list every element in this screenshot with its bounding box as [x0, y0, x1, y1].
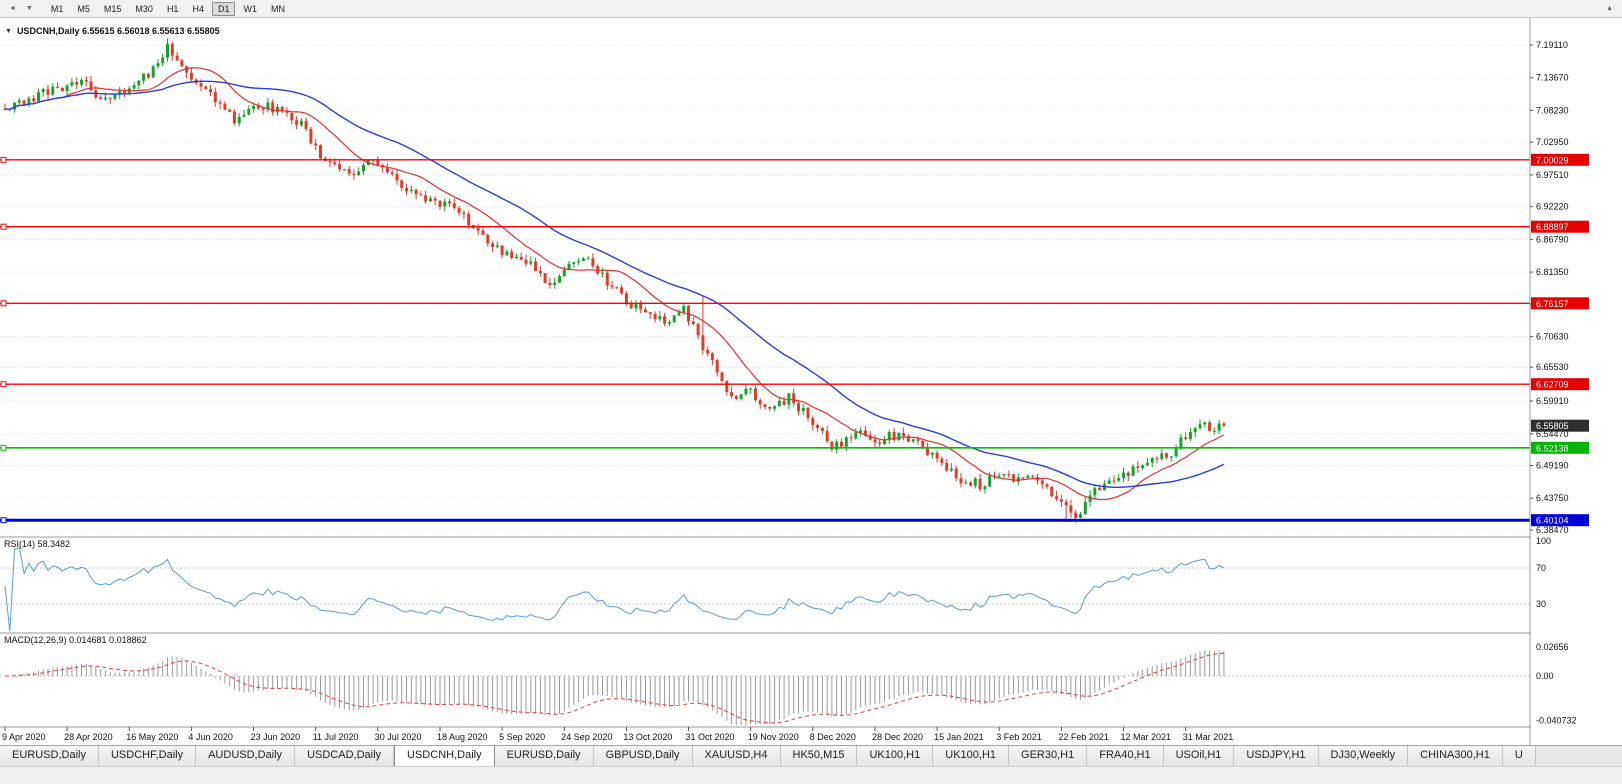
- date-axis[interactable]: 9 Apr 2020 28 Apr 2020 16 May 2020 4 Jun 20…: [2, 727, 1233, 742]
- chart-tab-eurusd-daily[interactable]: EURUSD,Daily: [494, 746, 594, 766]
- svg-text:6.62709: 6.62709: [1536, 380, 1569, 390]
- svg-text:6.70630: 6.70630: [1536, 332, 1569, 342]
- svg-text:100: 100: [1536, 536, 1551, 546]
- svg-text:6.55805: 6.55805: [1536, 421, 1569, 431]
- svg-text:6.86790: 6.86790: [1536, 234, 1569, 244]
- svg-text:6.43750: 6.43750: [1536, 493, 1569, 503]
- svg-text:9 Apr 2020: 9 Apr 2020: [2, 732, 46, 742]
- chart-tab-usdchf-daily[interactable]: USDCHF,Daily: [98, 746, 197, 766]
- svg-text:6.81350: 6.81350: [1536, 267, 1569, 277]
- chart-tab-china300-h1[interactable]: CHINA300,H1: [1408, 746, 1503, 766]
- svg-text:6.59910: 6.59910: [1536, 396, 1569, 406]
- svg-text:11 Jul 2020: 11 Jul 2020: [313, 732, 359, 742]
- svg-text:30 Jul 2020: 30 Jul 2020: [375, 732, 422, 742]
- svg-text:5 Sep 2020: 5 Sep 2020: [499, 732, 545, 742]
- rsi-panel: [0, 546, 1530, 632]
- svg-text:7.02950: 7.02950: [1536, 137, 1569, 147]
- timeframe-button-m15[interactable]: M15: [103, 3, 122, 14]
- chart-scroll-left-icon[interactable]: ◄: [9, 5, 16, 12]
- svg-text:30: 30: [1536, 599, 1546, 609]
- price-axis[interactable]: 7.19110 7.13670 7.08230 7.02950 6.97510 6.922…: [1529, 18, 1622, 745]
- svg-text:12 Mar 2021: 12 Mar 2021: [1121, 732, 1172, 742]
- svg-text:23 Jun 2020: 23 Jun 2020: [251, 732, 301, 742]
- svg-text:7.08230: 7.08230: [1536, 105, 1569, 115]
- svg-text:6.49190: 6.49190: [1536, 461, 1569, 471]
- timeframe-buttons: M1 M5 M15 M30 H1 H4 D1 W1 MN: [44, 1, 292, 16]
- svg-text:13 Oct 2020: 13 Oct 2020: [623, 732, 672, 742]
- chart-tab-bar: EURUSD,Daily USDCHF,Daily AUDUSD,Daily USDC…: [0, 745, 1622, 766]
- svg-text:6.76157: 6.76157: [1536, 299, 1569, 309]
- svg-text:31 Oct 2020: 31 Oct 2020: [686, 732, 735, 742]
- svg-text:6.38470: 6.38470: [1536, 525, 1569, 535]
- svg-text:18 Aug 2020: 18 Aug 2020: [437, 732, 488, 742]
- chart-tab-ger30-h1[interactable]: GER30,H1: [1009, 746, 1088, 766]
- chart-tab-gbpusd-daily[interactable]: GBPUSD,Daily: [593, 746, 693, 766]
- chart-title: USDCNH,Daily 6.55615 6.56018 6.55613 6.5…: [16, 26, 220, 36]
- chart-tab-dj30-weekly[interactable]: DJ30,Weekly: [1318, 746, 1409, 766]
- chart-tab-usdcnh-daily[interactable]: USDCNH,Daily: [394, 746, 495, 766]
- chart-tab-hk50-m15[interactable]: HK50,M15: [780, 746, 858, 766]
- svg-text:6.88897: 6.88897: [1536, 222, 1569, 232]
- svg-text:6.40104: 6.40104: [1536, 516, 1569, 526]
- chart-tab-fra40-h1[interactable]: FRA40,H1: [1087, 746, 1164, 766]
- svg-text:0.02656: 0.02656: [1536, 642, 1569, 652]
- svg-text:19 Nov 2020: 19 Nov 2020: [748, 732, 799, 742]
- chart-tab-usdcad-daily[interactable]: USDCAD,Daily: [295, 746, 395, 766]
- timeframe-button-m30[interactable]: M30: [135, 3, 153, 14]
- timeframe-button-mn[interactable]: MN: [270, 3, 285, 14]
- svg-text:0.00: 0.00: [1536, 671, 1554, 681]
- timeframe-button-h4[interactable]: H4: [192, 3, 204, 14]
- symbols-dropdown-icon[interactable]: ▼: [25, 5, 33, 12]
- svg-text:28 Dec 2020: 28 Dec 2020: [872, 732, 923, 742]
- svg-text:15 Jan 2021: 15 Jan 2021: [934, 732, 984, 742]
- timeframe-button-d1[interactable]: D1: [211, 1, 236, 16]
- svg-text:24 Sep 2020: 24 Sep 2020: [561, 732, 612, 742]
- timeframe-button-m1[interactable]: M1: [50, 3, 64, 14]
- timeframe-toolbar: ◄ ▼ M1 M5 M15 M30 H1 H4 D1 W1 MN ▲: [0, 0, 1622, 18]
- svg-text:6.65530: 6.65530: [1536, 362, 1569, 372]
- status-bar: [0, 766, 1622, 784]
- axis-scroll-up-icon[interactable]: ▲: [1606, 5, 1613, 12]
- svg-text:-0.040732: -0.040732: [1536, 716, 1577, 726]
- timeframe-button-h1[interactable]: H1: [166, 3, 179, 14]
- panel-separators: [0, 536, 1622, 728]
- svg-text:6.54470: 6.54470: [1536, 429, 1569, 439]
- ma-slow-line: [4, 80, 1225, 488]
- chart-tab-usdjpy-h1[interactable]: USDJPY,H1: [1234, 746, 1319, 766]
- svg-text:70: 70: [1536, 563, 1546, 573]
- svg-text:28 Apr 2020: 28 Apr 2020: [64, 732, 113, 742]
- svg-text:7.00029: 7.00029: [1536, 155, 1569, 165]
- svg-text:7.13670: 7.13670: [1536, 73, 1569, 83]
- candlestick-chart: 7.19110 7.13670 7.08230 7.02950 6.97510 6.922…: [0, 18, 1622, 745]
- chart-tab-usoil-h1[interactable]: USOil,H1: [1163, 746, 1235, 766]
- svg-text:3 Feb 2021: 3 Feb 2021: [996, 732, 1042, 742]
- svg-text:6.97510: 6.97510: [1536, 170, 1569, 180]
- svg-text:16 May 2020: 16 May 2020: [126, 732, 178, 742]
- chart-tab-eurusd-daily[interactable]: EURUSD,Daily: [0, 746, 99, 766]
- rsi-label: RSI(14) 58.3482: [4, 539, 71, 549]
- ma-fast-line: [4, 67, 1225, 501]
- chart-area[interactable]: 7.19110 7.13670 7.08230 7.02950 6.97510 6.922…: [0, 18, 1622, 745]
- chart-tab-uk100-h1[interactable]: UK100,H1: [857, 746, 934, 766]
- candles: [3, 38, 1226, 523]
- timeframe-button-m5[interactable]: M5: [77, 3, 90, 14]
- macd-label: MACD(12,26,9) 0.014681 0.018862: [4, 635, 147, 645]
- price-grid: [0, 44, 1530, 531]
- svg-text:6.52138: 6.52138: [1536, 443, 1569, 453]
- timeframe-button-w1[interactable]: W1: [243, 3, 257, 14]
- svg-text:6.92220: 6.92220: [1536, 202, 1569, 212]
- chart-tab-uk100-h1[interactable]: UK100,H1: [933, 746, 1010, 766]
- macd-panel: [0, 649, 1530, 725]
- svg-text:31 Mar 2021: 31 Mar 2021: [1183, 732, 1234, 742]
- chart-tab-u[interactable]: U: [1502, 746, 1536, 766]
- svg-text:4 Jun 2020: 4 Jun 2020: [188, 732, 233, 742]
- chart-tab-audusd-daily[interactable]: AUDUSD,Daily: [196, 746, 296, 766]
- svg-text:7.19110: 7.19110: [1536, 40, 1568, 50]
- symbol-caret-icon[interactable]: ▼: [5, 27, 12, 35]
- horizontal-levels[interactable]: [0, 156, 1530, 524]
- chart-header: ▼ USDCNH,Daily 6.55615 6.56018 6.55613 6…: [5, 26, 220, 36]
- chart-tab-xauusd-h4[interactable]: XAUUSD,H4: [692, 746, 781, 766]
- svg-text:22 Feb 2021: 22 Feb 2021: [1058, 732, 1109, 742]
- svg-text:8 Dec 2020: 8 Dec 2020: [810, 732, 856, 742]
